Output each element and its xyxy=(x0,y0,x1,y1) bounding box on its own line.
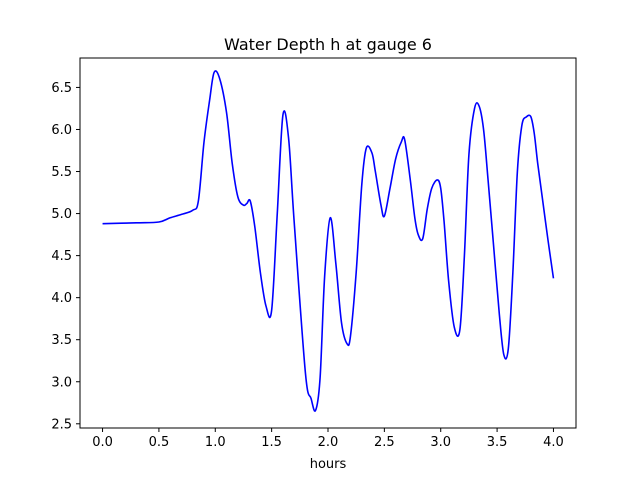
axis-ticks: 0.0 0.5 1.0 1.5 2.0 2.5 3.0 3.5 4.0 2.5 3.0 3.5 4.0 4… xyxy=(51,81,563,450)
x-tick-label: 4.0 xyxy=(543,435,564,450)
series-line xyxy=(102,70,555,412)
x-tick-label: 2.0 xyxy=(318,435,339,450)
plot-background xyxy=(80,58,576,428)
y-tick-label: 6.5 xyxy=(51,81,72,96)
x-tick-label: 1.0 xyxy=(205,435,226,450)
y-tick-label: 3.0 xyxy=(51,375,72,390)
chart-title: Water Depth h at gauge 6 xyxy=(224,35,432,54)
y-tick-label: 4.5 xyxy=(51,249,72,264)
x-tick-label: 1.5 xyxy=(261,435,282,450)
y-tick-label: 2.5 xyxy=(51,417,72,432)
x-tick-label: 0.5 xyxy=(149,435,170,450)
y-tick-label: 5.0 xyxy=(51,207,72,222)
x-tick-label: 3.0 xyxy=(430,435,451,450)
plot-frame xyxy=(79,57,577,429)
y-tick-label: 3.5 xyxy=(51,333,72,348)
x-tick-label: 2.5 xyxy=(374,435,395,450)
x-tick-label: 0.0 xyxy=(92,435,113,450)
y-tick-label: 6.0 xyxy=(51,123,72,138)
series-layer xyxy=(102,70,555,412)
y-tick-label: 5.5 xyxy=(51,165,72,180)
x-axis-label: hours xyxy=(310,457,347,472)
y-tick-label: 4.0 xyxy=(51,291,72,306)
x-tick-label: 3.5 xyxy=(487,435,508,450)
